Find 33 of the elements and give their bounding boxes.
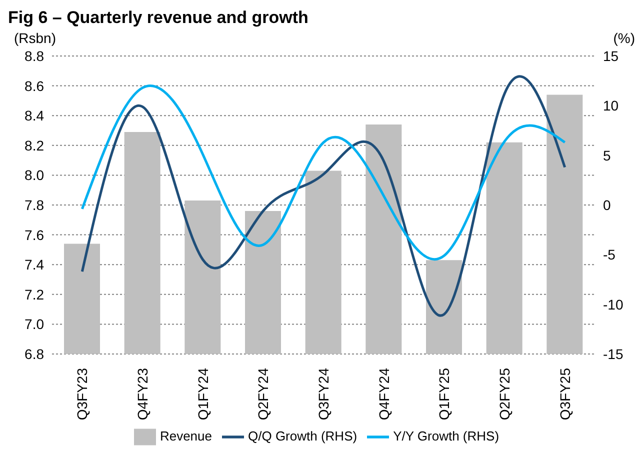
legend-label: Revenue xyxy=(160,428,212,444)
y-tick-label: 6.8 xyxy=(24,346,44,362)
y-tick-label: 8.8 xyxy=(24,48,44,64)
y2-tick-label: 5 xyxy=(603,147,611,164)
x-tick-label: Q2FY25 xyxy=(496,368,512,420)
y-tick-label: 7.6 xyxy=(24,226,44,243)
y-tick-label: 8.6 xyxy=(24,78,44,94)
y2-tick-label: -5 xyxy=(603,246,616,263)
y2-tick-label: -15 xyxy=(603,346,624,362)
legend-label: Y/Y Growth (RHS) xyxy=(393,428,500,444)
x-tick-label: Q1FY24 xyxy=(194,368,211,420)
y-tick-label: 8.4 xyxy=(24,108,44,124)
y-tick-label: 7.8 xyxy=(24,196,44,213)
x-tick-label: Q3FY23 xyxy=(74,368,90,420)
y-tick-label: 7.0 xyxy=(24,316,44,332)
y2-tick-label: 15 xyxy=(603,48,619,64)
y-tick-label: 8.0 xyxy=(24,167,44,184)
y2-tick-label: 0 xyxy=(603,196,611,213)
y2-tick-label: -10 xyxy=(603,296,624,312)
y-tick-label: 8.2 xyxy=(24,137,44,154)
y-tick-label: 7.4 xyxy=(24,256,44,273)
x-tick-label: Q2FY24 xyxy=(255,368,272,420)
chart-title: Fig 6 – Quarterly revenue and growth xyxy=(8,8,310,29)
x-tick-label: Q3FY24 xyxy=(316,368,332,420)
y-axis-title: (Rsbn) xyxy=(14,30,56,48)
x-tick-label: Q1FY25 xyxy=(436,368,452,420)
x-tick-label: Q3FY25 xyxy=(556,368,573,420)
x-tick-label: Q4FY23 xyxy=(134,368,150,420)
legend-label: Q/Q Growth (RHS) xyxy=(248,428,358,444)
y2-tick-label: 10 xyxy=(603,98,619,114)
x-tick-label: Q4FY24 xyxy=(376,368,392,420)
y2-axis-title: (%) xyxy=(613,30,635,48)
y-tick-label: 7.2 xyxy=(24,286,44,302)
